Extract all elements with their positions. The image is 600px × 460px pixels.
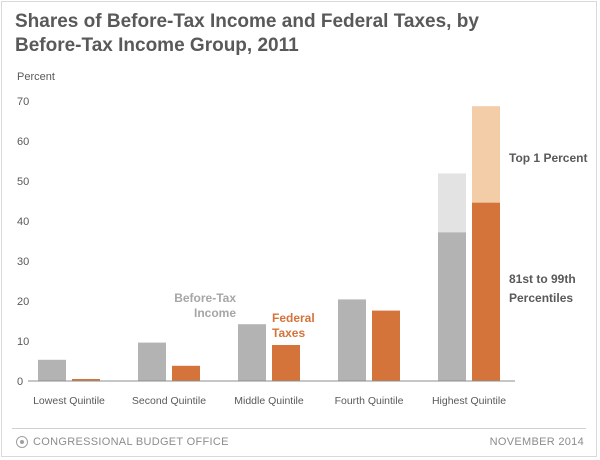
x-tick-label: Highest Quintile	[432, 395, 506, 407]
y-tick-label: 0	[17, 376, 23, 388]
y-tick-label: 40	[17, 216, 29, 228]
x-tick-label: Fourth Quintile	[335, 395, 404, 407]
annotation-81-99-line-1: 81st to 99th	[509, 272, 576, 286]
bar-income-top1	[438, 173, 466, 233]
bar-taxes-81-99	[472, 202, 500, 381]
y-tick-label: 20	[17, 296, 29, 308]
annotation-81-99-line-2: Percentiles	[509, 291, 573, 305]
x-tick-label: Lowest Quintile	[33, 395, 105, 407]
y-axis-label: Percent	[17, 71, 55, 83]
x-axis-tick-labels: Lowest Quintile Second Quintile Middle Qui…	[33, 395, 506, 407]
annotation-taxes-line-2: Taxes	[272, 326, 305, 340]
y-tick-label: 30	[17, 256, 29, 268]
bar-income-81-99	[438, 232, 466, 381]
cbo-logo-icon	[16, 436, 28, 448]
bar-taxes	[272, 345, 300, 381]
bar-taxes	[172, 365, 200, 381]
x-tick-label: Second Quintile	[132, 395, 206, 407]
bars	[38, 106, 500, 381]
annotation-taxes-line-1: Federal	[272, 311, 315, 325]
x-tick-label: Middle Quintile	[234, 395, 304, 407]
chart-title-line-2: Before-Tax Income Group, 2011	[15, 35, 299, 56]
chart-title: Shares of Before-Tax Income and Federal …	[15, 10, 585, 58]
chart-title-line-1: Shares of Before-Tax Income and Federal …	[15, 11, 479, 32]
annotation-before-tax-line-1: Before-Tax	[174, 291, 236, 305]
bar-income	[38, 359, 66, 381]
bar-income	[238, 324, 266, 381]
footer-source: CONGRESSIONAL BUDGET OFFICE	[16, 436, 229, 448]
bar-income	[338, 299, 366, 381]
bar-chart: Percent 0 10 20 30 40 50 60 70 Lowest Quintile S…	[17, 71, 587, 407]
y-axis-ticks: 0 10 20 30 40 50 60 70	[17, 96, 29, 388]
y-tick-label: 70	[17, 96, 29, 108]
y-tick-label: 60	[17, 136, 29, 148]
bar-taxes	[72, 379, 100, 381]
footer-source-text: CONGRESSIONAL BUDGET OFFICE	[33, 436, 229, 448]
footer-divider	[12, 428, 586, 429]
bar-income	[138, 342, 166, 381]
y-tick-label: 10	[17, 336, 29, 348]
annotation-before-tax-line-2: Income	[194, 306, 236, 320]
annotation-top-1-percent: Top 1 Percent	[509, 151, 587, 165]
bar-taxes	[372, 310, 400, 381]
bar-taxes-top1	[472, 106, 500, 203]
y-tick-label: 50	[17, 176, 29, 188]
footer-date: NOVEMBER 2014	[489, 436, 584, 448]
